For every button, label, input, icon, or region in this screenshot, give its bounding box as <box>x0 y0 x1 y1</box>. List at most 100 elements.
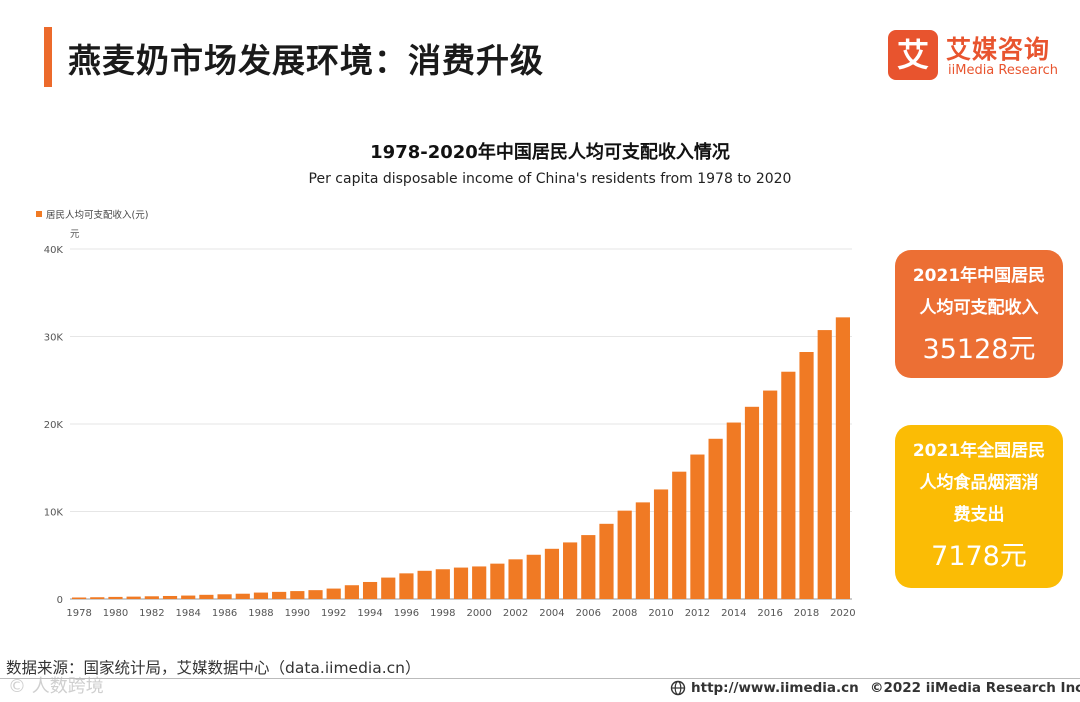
bar <box>235 593 250 599</box>
bar <box>253 592 269 599</box>
x-tick-label: 1986 <box>212 608 237 619</box>
x-tick-label: 2002 <box>503 608 528 619</box>
watermark: © 人数跨境 <box>8 676 104 697</box>
x-tick-label: 2020 <box>830 608 855 619</box>
bar <box>490 563 505 599</box>
bar <box>617 510 632 599</box>
y-tick-label: 40K <box>44 245 64 256</box>
bar <box>544 548 560 599</box>
brand-mark-icon: 艾 <box>888 30 938 80</box>
chart-subtitle: Per capita disposable income of China's … <box>308 171 792 187</box>
brand-name-en: iiMedia Research <box>948 63 1059 78</box>
callout-food-value: 7178元 <box>931 541 1027 572</box>
y-tick-label: 20K <box>44 420 64 431</box>
bar <box>508 559 523 599</box>
bar <box>653 489 669 599</box>
bar <box>417 570 432 599</box>
x-tick-label: 2016 <box>757 608 782 619</box>
bar <box>526 554 541 599</box>
bar <box>144 596 159 599</box>
globe-icon <box>670 680 686 696</box>
bar <box>217 594 232 599</box>
bar <box>399 573 414 599</box>
bar <box>126 596 141 599</box>
callout-food-spend-2021: 2021年全国居民 人均食品烟酒消 费支出 7178元 <box>895 425 1063 588</box>
footer-copyright: ©2022 iiMedia Research Inc <box>870 680 1080 696</box>
x-tick-label: 1980 <box>103 608 128 619</box>
x-tick-label: 2014 <box>721 608 746 619</box>
bar <box>181 595 196 599</box>
bar <box>763 390 778 599</box>
bar <box>72 597 87 599</box>
x-tick-label: 1998 <box>430 608 455 619</box>
x-tick-label: 1982 <box>139 608 164 619</box>
x-tick-label: 2008 <box>612 608 637 619</box>
x-tick-label: 1996 <box>394 608 419 619</box>
bar <box>672 471 687 599</box>
y-tick-label: 10K <box>44 508 64 519</box>
x-tick-label: 1988 <box>248 608 273 619</box>
bar <box>817 330 832 599</box>
bar <box>90 597 105 599</box>
callout-income-value: 35128元 <box>922 334 1036 365</box>
y-tick-label: 0 <box>57 595 63 606</box>
bar <box>472 566 487 599</box>
brand-logo[interactable]: 艾 艾媒咨询 iiMedia Research <box>888 30 1068 82</box>
bar <box>308 590 323 599</box>
bar <box>326 588 341 599</box>
data-source-note: 数据来源：国家统计局，艾媒数据中心（data.iimedia.cn） <box>6 659 421 677</box>
chart-legend[interactable]: 居民人均可支配收入(元) <box>36 207 148 221</box>
x-tick-label: 2000 <box>466 608 491 619</box>
x-tick-label: 1992 <box>321 608 346 619</box>
bar <box>108 596 123 599</box>
y-tick-label: 30K <box>44 333 64 344</box>
bar <box>635 502 650 599</box>
bar <box>835 317 850 599</box>
legend-swatch <box>36 211 42 217</box>
x-tick-label: 2012 <box>685 608 710 619</box>
bar <box>290 591 305 599</box>
bar <box>344 585 359 599</box>
footer-divider <box>0 678 1080 679</box>
y-axis-unit-label: 元 <box>70 229 80 240</box>
callout-food-label-line1: 2021年全国居民 <box>912 441 1046 461</box>
callout-income-label: 2021年中国居民 人均可支配收入 <box>895 260 1063 324</box>
bar <box>708 438 723 599</box>
bar <box>162 595 178 599</box>
title-accent-bar <box>44 27 52 87</box>
callout-income-2021: 2021年中国居民 人均可支配收入 35128元 <box>895 250 1063 378</box>
x-tick-label: 1984 <box>175 608 200 619</box>
x-tick-label: 1994 <box>357 608 382 619</box>
bar <box>362 581 378 599</box>
bar <box>199 594 214 599</box>
x-tick-label: 2018 <box>794 608 819 619</box>
bar <box>435 569 450 599</box>
bar <box>599 523 614 599</box>
callout-food-label: 2021年全国居民 人均食品烟酒消 费支出 <box>895 435 1063 531</box>
x-tick-label: 1978 <box>66 608 91 619</box>
bar <box>744 406 760 599</box>
footer-website-link[interactable]: http://www.iimedia.cn <box>670 680 859 696</box>
bar <box>726 422 741 599</box>
x-tick-label: 2010 <box>648 608 673 619</box>
income-bar-chart: 0 10K 20K 30K 40K 元 1978 1980 1982 1984 1986 1988 19… <box>44 229 856 619</box>
bar <box>563 542 578 599</box>
callout-income-label-line2: 人均可支配收入 <box>919 298 1039 318</box>
page-title: 燕麦奶市场发展环境：消费升级 <box>68 41 544 80</box>
bar <box>690 454 705 599</box>
callout-income-label-line1: 2021年中国居民 <box>912 266 1046 286</box>
bar <box>781 371 796 599</box>
x-tick-label: 2006 <box>576 608 601 619</box>
bar <box>581 535 596 599</box>
callout-food-label-line3: 费支出 <box>953 505 1005 525</box>
bar <box>799 352 814 599</box>
footer-url-text: http://www.iimedia.cn <box>691 680 859 696</box>
callout-food-label-line2: 人均食品烟酒消 <box>919 473 1039 493</box>
x-tick-label: 1990 <box>285 608 310 619</box>
legend-label: 居民人均可支配收入(元) <box>46 210 149 221</box>
brand-name-cn: 艾媒咨询 <box>946 35 1051 64</box>
bar <box>272 591 287 599</box>
bar <box>381 577 396 599</box>
bar <box>453 567 469 599</box>
chart-title: 1978-2020年中国居民人均可支配收入情况 <box>370 142 730 163</box>
